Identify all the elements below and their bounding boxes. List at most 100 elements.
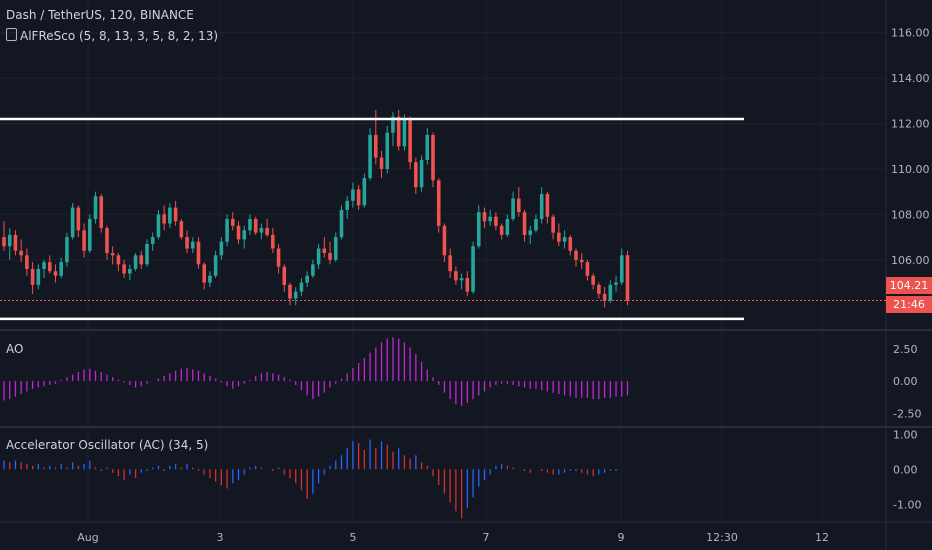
candle-body — [47, 262, 52, 272]
candle-body — [431, 134, 435, 181]
candle-body — [276, 248, 281, 267]
time-tick-label: 12 — [815, 531, 829, 544]
candle-body — [562, 237, 567, 242]
candle-body — [116, 255, 121, 265]
candle-body — [522, 212, 527, 235]
candle-body — [351, 189, 355, 201]
ao-pane-title[interactable]: AO — [6, 342, 24, 356]
candle-body — [619, 255, 624, 283]
time-axis[interactable]: Aug 3 5 7 9 12:30 12 — [77, 531, 829, 544]
ao-tick-label: 0.00 — [893, 375, 918, 388]
candle-body — [316, 248, 321, 265]
current-price-label: 104.21 — [890, 279, 929, 292]
candle-body — [374, 134, 378, 158]
countdown-label: 21:46 — [893, 298, 925, 311]
price-axis[interactable]: 116.00 114.00 112.00 110.00 108.00 106.00 — [891, 27, 930, 267]
candle-body — [82, 230, 86, 251]
ac-tick-label: -1.00 — [893, 498, 921, 511]
candle-body — [219, 241, 224, 256]
time-tick-label: 7 — [483, 531, 490, 544]
candle-body — [454, 271, 458, 281]
price-tick-label: 112.00 — [891, 118, 930, 131]
ac-pane-title[interactable]: Accelerator Oscillator (AC) (34, 5) — [6, 438, 209, 452]
candle-body — [2, 237, 6, 247]
candle-body — [88, 218, 92, 251]
candle-body — [42, 262, 46, 269]
channel-lines[interactable] — [0, 117, 744, 321]
candle-body — [585, 262, 590, 276]
candle-body — [173, 207, 178, 222]
candle-body — [528, 230, 533, 235]
candle-body — [551, 216, 555, 233]
ac-histogram[interactable] — [3, 439, 627, 519]
price-tick-label: 116.00 — [891, 27, 930, 40]
candle-body — [242, 230, 247, 240]
candle-body — [396, 116, 401, 147]
time-tick-label: 9 — [618, 531, 625, 544]
time-tick-label: 12:30 — [706, 531, 738, 544]
candle-body — [202, 264, 206, 283]
candle-body — [557, 232, 561, 242]
candle-body — [471, 246, 475, 292]
candle-body — [13, 234, 18, 251]
candle-body — [93, 196, 98, 219]
candle-body — [517, 198, 521, 213]
candle-body — [379, 157, 384, 169]
symbol-title[interactable]: Dash / TetherUS, 120, BINANCE — [6, 8, 194, 22]
candle-body — [299, 282, 304, 292]
candle-body — [236, 225, 241, 240]
candle-body — [70, 207, 75, 238]
candle-body — [534, 218, 538, 231]
candle-body — [288, 284, 292, 299]
ao-tick-label: -2.50 — [893, 407, 921, 420]
candle-body — [59, 262, 63, 276]
candle-body — [568, 237, 573, 251]
ao-histogram[interactable] — [3, 337, 629, 406]
candle-body — [265, 228, 269, 235]
candle-body — [150, 237, 155, 244]
candle-body — [362, 178, 367, 206]
candle-body — [248, 218, 252, 231]
time-tick-label: 3 — [217, 531, 224, 544]
candle-body — [328, 253, 332, 260]
candle-body — [213, 255, 218, 276]
candle-body — [476, 212, 481, 247]
candle-body — [19, 250, 23, 256]
candle-body — [253, 218, 258, 233]
price-tick-label: 106.00 — [891, 254, 930, 267]
candle-body — [597, 284, 601, 294]
candle-body — [339, 209, 344, 238]
price-tick-label: 114.00 — [891, 72, 930, 85]
candle-body — [499, 225, 504, 235]
candle-body — [196, 241, 201, 265]
candle-body — [76, 207, 81, 231]
candle-body — [614, 282, 618, 285]
candle-body — [608, 284, 613, 301]
eye-icon[interactable] — [6, 28, 17, 41]
indicator-legend[interactable]: AlFReSco (5, 8, 13, 3, 5, 8, 2, 13) — [6, 28, 218, 43]
candle-body — [442, 225, 447, 256]
candle-body — [122, 264, 126, 274]
candle-body — [602, 293, 607, 301]
candlestick-series[interactable] — [2, 109, 630, 308]
candle-body — [311, 264, 315, 276]
price-tick-label: 110.00 — [891, 163, 930, 176]
candle-body — [333, 237, 338, 260]
candle-body — [190, 241, 195, 249]
candle-body — [133, 255, 138, 269]
time-tick-label: Aug — [77, 531, 98, 544]
candle-body — [488, 216, 492, 222]
candle-body — [231, 218, 235, 226]
candle-body — [448, 255, 452, 272]
candle-body — [545, 193, 550, 217]
time-tick-label: 5 — [350, 531, 357, 544]
candle-body — [225, 218, 229, 242]
candle-body — [436, 180, 441, 226]
candle-body — [345, 200, 349, 210]
ao-axis[interactable]: 2.50 0.00 -2.50 — [893, 343, 921, 421]
candle-body — [419, 159, 424, 188]
candle-body — [356, 189, 361, 206]
ac-axis[interactable]: 1.00 0.00 -1.00 — [893, 428, 921, 511]
